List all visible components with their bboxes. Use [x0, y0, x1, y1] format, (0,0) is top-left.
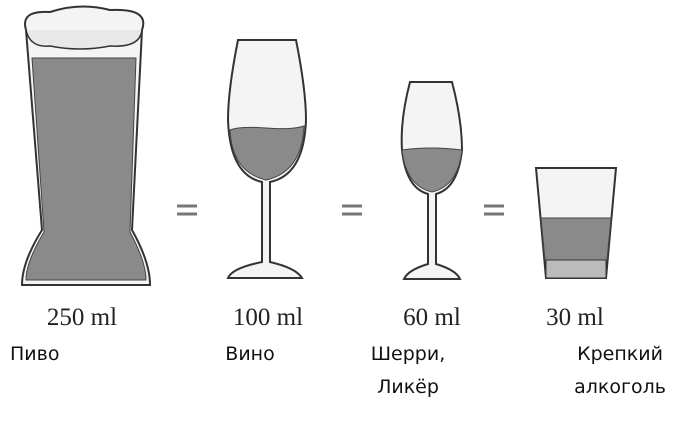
label: Ликёр: [377, 376, 439, 398]
page: 250 ml 100 ml 60 ml 30 ml Пиво Вино Шерр…: [0, 0, 678, 423]
label: Шерри,: [371, 343, 446, 365]
label: Пиво: [10, 343, 59, 365]
shot-glass: [536, 168, 616, 278]
amount: 250 ml: [47, 304, 117, 331]
amount: 60 ml: [403, 304, 461, 331]
label: Крепкий: [577, 343, 663, 365]
label: алкоголь: [574, 376, 666, 398]
label: Вино: [225, 343, 274, 365]
amount: 30 ml: [546, 304, 604, 331]
infographic: 250 ml 100 ml 60 ml 30 ml Пиво Вино Шерр…: [0, 0, 678, 423]
equals-signs: [177, 206, 504, 214]
wine-glass: [228, 40, 306, 278]
amount: 100 ml: [233, 304, 303, 331]
beer-glass: [22, 6, 150, 285]
sherry-glass: [402, 82, 462, 279]
